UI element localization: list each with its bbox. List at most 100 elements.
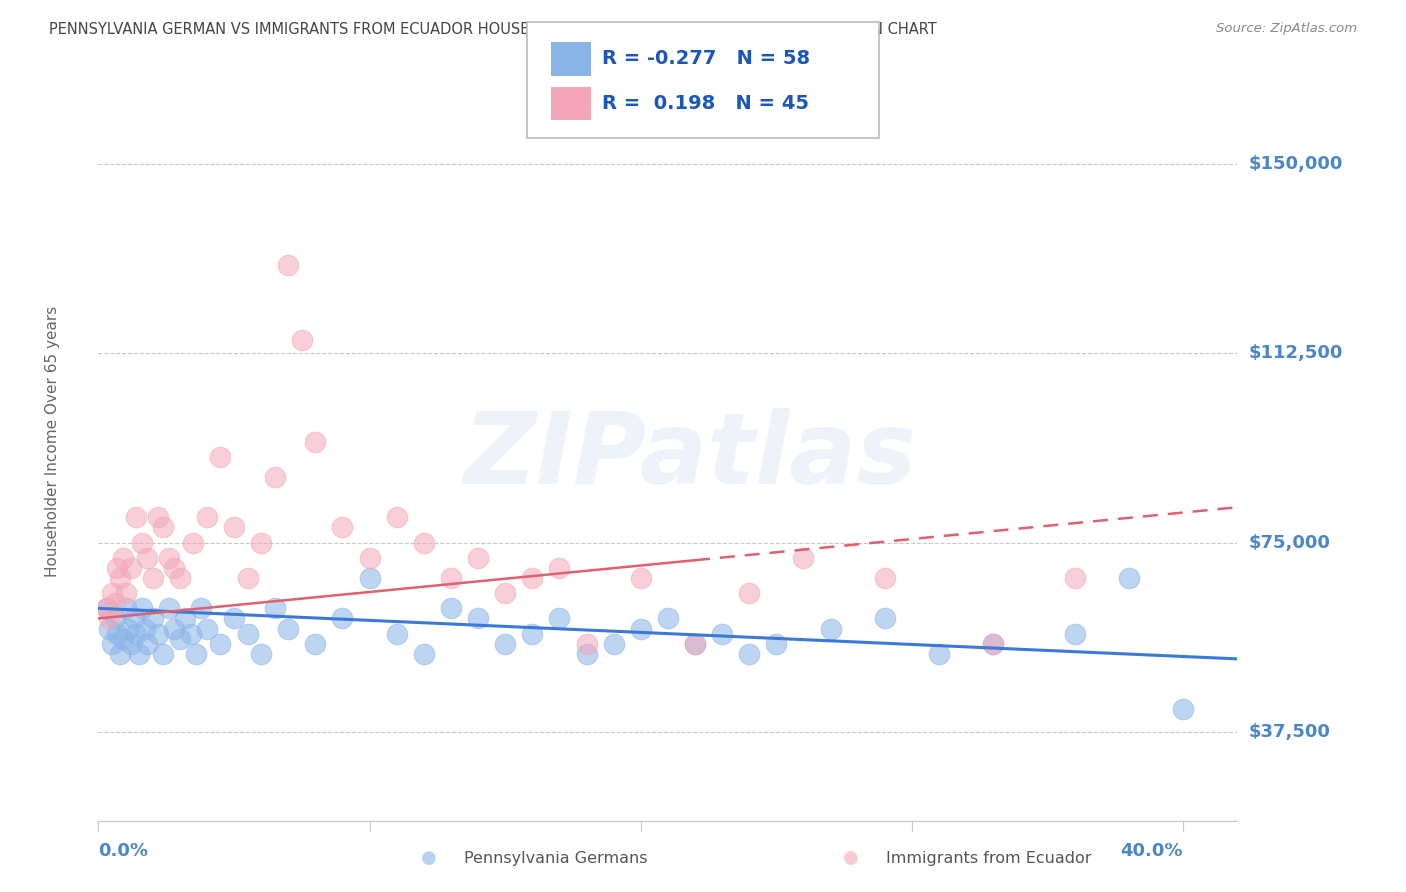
Point [111,550,134,565]
Point [131,535,153,549]
Point [873,571,896,585]
Text: $150,000: $150,000 [1249,154,1343,172]
Point [494,586,516,600]
Text: ZIPatlas: ZIPatlas [464,409,917,505]
Point [981,637,1004,651]
Text: 40.0%: 40.0% [1121,842,1182,860]
Point [120,637,142,651]
Point [236,626,259,640]
Point [107,626,129,640]
Point [467,550,489,565]
Point [263,601,285,615]
Point [494,637,516,651]
Point [412,535,434,549]
Point [120,561,142,575]
Text: Source: ZipAtlas.com: Source: ZipAtlas.com [1216,22,1357,36]
Point [304,434,326,449]
Point [250,647,273,661]
Point [738,647,761,661]
Point [236,571,259,585]
Point [657,611,679,625]
Point [128,647,150,661]
Point [142,611,165,625]
Text: ●: ● [420,849,437,867]
Text: ●: ● [842,849,859,867]
Point [169,632,191,646]
Point [467,611,489,625]
Point [108,647,131,661]
Point [142,571,165,585]
Point [152,520,174,534]
Point [104,596,127,610]
Point [222,611,245,625]
Point [96,601,118,615]
Point [222,520,245,534]
Point [602,637,624,651]
Point [332,520,354,534]
Point [101,637,124,651]
Text: PENNSYLVANIA GERMAN VS IMMIGRANTS FROM ECUADOR HOUSEHOLDER INCOME OVER 65 YEARS : PENNSYLVANIA GERMAN VS IMMIGRANTS FROM E… [49,22,936,37]
Point [792,550,814,565]
Point [190,601,212,615]
Text: Householder Income Over 65 years: Householder Income Over 65 years [45,306,60,577]
Point [277,622,299,636]
Point [111,632,134,646]
Point [385,626,408,640]
Point [575,637,598,651]
Point [250,535,273,549]
Point [146,510,169,524]
Point [125,626,148,640]
Point [157,550,180,565]
Point [183,535,205,549]
Point [125,510,148,524]
Point [163,561,186,575]
Point [98,622,121,636]
Point [180,626,202,640]
Point [548,611,571,625]
Point [263,470,285,484]
Point [548,561,571,575]
Point [108,571,131,585]
Point [359,550,381,565]
Point [152,647,174,661]
Point [104,611,127,625]
Point [163,622,186,636]
Point [332,611,354,625]
Text: $75,000: $75,000 [1249,533,1330,551]
Point [711,626,734,640]
Point [169,571,191,585]
Point [683,637,706,651]
Point [174,611,197,625]
Point [114,601,136,615]
Point [522,626,544,640]
Text: $112,500: $112,500 [1249,344,1343,362]
Point [291,334,314,348]
Point [101,586,124,600]
Point [184,647,207,661]
Point [440,571,463,585]
Point [873,611,896,625]
Text: 0.0%: 0.0% [98,842,149,860]
Point [277,258,299,272]
Point [209,637,232,651]
Point [765,637,787,651]
Point [1171,702,1194,716]
Point [122,611,145,625]
Point [117,622,139,636]
Text: R =  0.198   N = 45: R = 0.198 N = 45 [602,94,808,113]
Point [630,622,652,636]
Point [981,637,1004,651]
Point [131,601,153,615]
Point [136,637,159,651]
Point [385,510,408,524]
Point [146,626,169,640]
Point [209,450,232,464]
Point [195,622,218,636]
Point [1118,571,1140,585]
Text: R = -0.277   N = 58: R = -0.277 N = 58 [602,49,810,69]
Point [630,571,652,585]
Point [738,586,761,600]
Point [114,586,136,600]
Text: Immigrants from Ecuador: Immigrants from Ecuador [886,851,1091,865]
Point [928,647,950,661]
